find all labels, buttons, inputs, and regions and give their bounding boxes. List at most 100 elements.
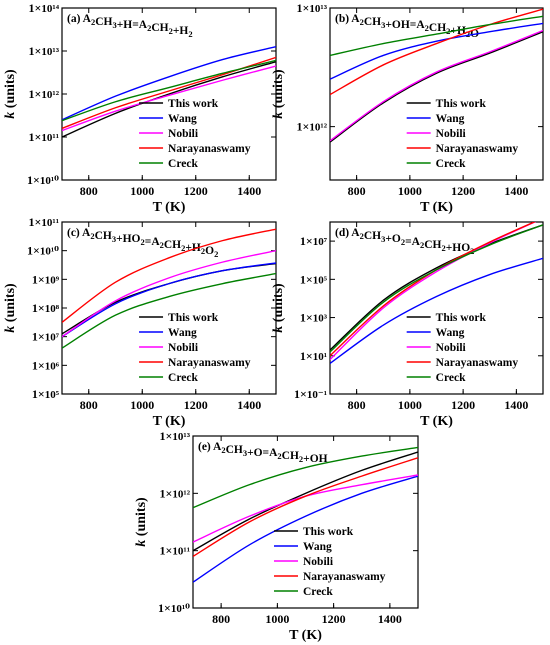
legend-label-narayanaswamy: Narayanaswamy bbox=[303, 571, 386, 583]
legend-label-this-work: This work bbox=[436, 98, 487, 110]
panel-title-part: 2 bbox=[169, 26, 173, 36]
y-tick-exponent: 10¹⁰ bbox=[40, 175, 59, 187]
x-axis-title: T (K) bbox=[153, 414, 186, 429]
y-tick-mantissa: 1× bbox=[160, 544, 173, 558]
legend-label-nobili: Nobili bbox=[436, 342, 467, 354]
panel-title-part: +O bbox=[385, 233, 401, 245]
legend-label-this-work: This work bbox=[303, 526, 354, 538]
panel-d: 800 1000 1200 14001×10⁻¹1×10¹1×10³1×10⁵1×10… bbox=[271, 221, 544, 429]
series-line-narayanaswamy bbox=[330, 8, 543, 96]
series-line-creck bbox=[193, 446, 418, 509]
series-lines bbox=[330, 222, 543, 364]
series-line-creck bbox=[330, 15, 543, 57]
series-line-creck bbox=[62, 272, 276, 349]
y-tick-mantissa: 1× bbox=[27, 244, 40, 258]
y-tick-exponent: 10⁻¹ bbox=[307, 389, 327, 401]
panel-c: 800 1000 1200 14001×10⁵1×10⁶1×10⁷1×10⁸1×10⁹… bbox=[3, 215, 277, 429]
y-tick-label: 1×10⁵ bbox=[32, 387, 60, 401]
y-axis-title-units: (units) bbox=[271, 69, 286, 112]
y-axis-title-units: (units) bbox=[271, 283, 286, 326]
panel-title-part: CH bbox=[364, 16, 381, 28]
y-tick-mantissa: 1× bbox=[160, 429, 173, 443]
panel-title-part: 3 bbox=[381, 234, 385, 244]
x-tick-label: 1400 bbox=[504, 184, 528, 198]
x-tick-label: 1400 bbox=[237, 184, 261, 198]
panel-title-part: 2 bbox=[221, 445, 225, 455]
legend-label-wang: Wang bbox=[436, 327, 465, 339]
legend-label-nobili: Nobili bbox=[436, 128, 467, 140]
series-line-narayanaswamy bbox=[62, 228, 276, 323]
y-tick-label: 1×10¹¹ bbox=[160, 544, 190, 558]
y-axis-title: k (units) bbox=[271, 69, 286, 119]
y-tick-label: 1×10¹⁰ bbox=[158, 601, 190, 615]
y-axis-title: k (units) bbox=[271, 283, 286, 333]
panel-title-part: 2 bbox=[90, 231, 94, 241]
y-tick-exponent: 10¹¹ bbox=[41, 217, 59, 229]
series-line-nobili bbox=[330, 29, 543, 142]
series-line-creck bbox=[62, 59, 276, 122]
panel-title-part: CH bbox=[164, 239, 181, 251]
series-line-wang bbox=[193, 475, 418, 583]
panel-title-part: +HO bbox=[116, 233, 140, 245]
y-tick-label: 1×10¹⁴ bbox=[29, 1, 60, 15]
panel-title-part: +OH=A bbox=[385, 19, 425, 31]
y-tick-exponent: 10⁶ bbox=[45, 360, 60, 372]
y-axis-title-symbol: k bbox=[3, 326, 18, 333]
y-tick-label: 1×10¹¹ bbox=[29, 130, 59, 144]
y-tick-label: 1×10¹² bbox=[29, 87, 60, 101]
y-axis-title-units: (units) bbox=[3, 69, 18, 112]
panel-title: (e) A2CH3+O=A2CH2+OH bbox=[198, 441, 328, 465]
panel-title-part: =A bbox=[405, 236, 421, 248]
x-tick-label: 800 bbox=[80, 398, 98, 412]
x-tick-label: 1200 bbox=[451, 398, 475, 412]
y-tick-label: 1×10¹⁰ bbox=[27, 173, 59, 187]
y-tick-exponent: 10¹¹ bbox=[41, 132, 59, 144]
y-tick-label: 1×10⁻¹ bbox=[294, 387, 327, 401]
y-tick-exponent: 10⁸ bbox=[45, 303, 60, 315]
x-tick-label: 1000 bbox=[130, 184, 154, 198]
y-tick-label: 1×10¹⁰ bbox=[27, 244, 59, 258]
panel-title: (b) A2CH3+OH=A2CH2+H2O bbox=[335, 13, 479, 40]
legend-label-creck: Creck bbox=[168, 372, 198, 384]
y-tick-mantissa: 1× bbox=[294, 387, 307, 401]
y-tick-label: 1×10¹² bbox=[297, 120, 328, 134]
x-tick-label: 1000 bbox=[265, 612, 289, 626]
series-line-creck bbox=[330, 224, 543, 353]
y-tick-mantissa: 1× bbox=[29, 87, 42, 101]
panel-title-part: 2 bbox=[147, 23, 151, 33]
panel-title-part: 2 bbox=[360, 231, 364, 241]
y-tick-label: 1×10⁷ bbox=[32, 330, 60, 344]
y-tick-mantissa: 1× bbox=[297, 1, 310, 15]
panel-title-part: 2 bbox=[91, 17, 95, 27]
series-line-this-work bbox=[193, 451, 418, 552]
legend-label-creck: Creck bbox=[168, 158, 198, 170]
y-tick-mantissa: 1× bbox=[300, 234, 313, 248]
y-tick-exponent: 10¹⁴ bbox=[41, 3, 59, 15]
y-tick-label: 1×10³ bbox=[300, 311, 328, 325]
y-tick-mantissa: 1× bbox=[300, 349, 313, 363]
y-tick-exponent: 10¹² bbox=[41, 89, 59, 101]
panel-title-part: 2 bbox=[466, 29, 470, 39]
panel-title-part: O bbox=[205, 245, 214, 257]
series-lines bbox=[62, 46, 276, 138]
legend-label-narayanaswamy: Narayanaswamy bbox=[436, 143, 519, 155]
legend-label-creck: Creck bbox=[303, 586, 333, 598]
x-tick-label: 1200 bbox=[184, 184, 208, 198]
panel-title-part: CH bbox=[282, 450, 299, 462]
x-tick-label: 1200 bbox=[451, 184, 475, 198]
panel-title-part: 2 bbox=[446, 26, 450, 36]
series-lines bbox=[330, 8, 543, 143]
y-tick-label: 1×10⁹ bbox=[32, 272, 60, 286]
panel-title-part: 2 bbox=[420, 240, 424, 250]
x-tick-label: 1400 bbox=[237, 398, 261, 412]
panel-title-part: 2 bbox=[141, 237, 145, 247]
panel-title-part: 2 bbox=[441, 243, 445, 253]
y-tick-exponent: 10⁵ bbox=[45, 389, 60, 401]
panel-title: (a) A2CH3+H=A2CH2+H2 bbox=[67, 13, 193, 39]
x-tick-label: 1000 bbox=[130, 398, 154, 412]
y-tick-exponent: 10⁹ bbox=[45, 274, 60, 286]
panel-title-part: 2 bbox=[181, 243, 185, 253]
x-tick-label: 1000 bbox=[398, 398, 422, 412]
